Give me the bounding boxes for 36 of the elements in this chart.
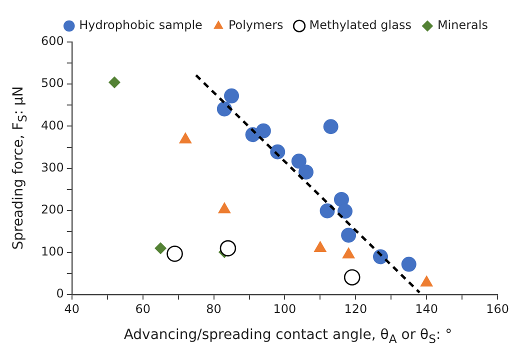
point [323,119,338,134]
x-tick-label: 160 [486,302,509,316]
point [166,246,183,262]
y-tick-label: 300 [41,160,64,174]
point [216,101,232,116]
point [344,269,360,286]
x-tick-label: 140 [415,302,438,316]
point [338,204,353,219]
y-tick-label: 600 [41,34,64,48]
legend-label: Minerals [437,18,488,32]
point [341,228,356,243]
y-tick-label: 100 [41,244,64,259]
x-tick-label: 100 [273,302,296,316]
x-axis-title: Advancing/spreading contact angle, θ$_{A}$ or θ$_{S}$: ° [124,327,452,346]
point [291,154,306,169]
x-tick-label: 80 [206,302,222,316]
point [108,76,120,88]
y-tick-label: 0 [56,286,64,301]
point [256,123,271,138]
x-tick-label: 60 [135,302,150,316]
point [220,240,236,256]
point [154,242,167,254]
y-tick-label: 200 [41,202,64,217]
y-tick-label: 400 [41,118,64,132]
point [224,88,240,104]
x-tick-label: 120 [344,302,368,316]
point [401,256,416,272]
point [320,203,335,218]
legend-label: Hydrophobic sample [79,18,202,32]
y-tick-label: 500 [41,76,64,90]
legend-label: Polymers [228,18,284,32]
point [298,164,314,180]
point [334,192,349,207]
x-tick-label: 40 [64,302,80,316]
legend-label: Methylated glass [309,18,412,32]
point [270,144,286,160]
